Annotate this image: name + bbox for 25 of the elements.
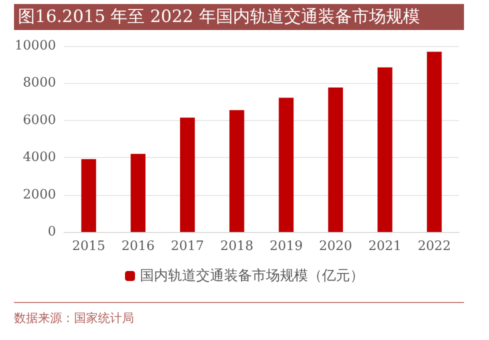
y-tick-label: 8000 [22, 76, 56, 91]
y-tick-label: 6000 [22, 112, 56, 128]
bar [81, 159, 96, 232]
bar [378, 67, 392, 232]
bar [229, 110, 244, 232]
x-tick-label: 2020 [319, 239, 352, 254]
x-tick-label: 2022 [418, 239, 451, 254]
x-tick-label: 2018 [220, 239, 254, 254]
x-tick-label: 2021 [368, 239, 402, 254]
bar [180, 118, 195, 232]
source-note: 数据来源：国家统计局 [14, 310, 134, 327]
bar [278, 98, 294, 232]
x-tick-label: 2016 [122, 239, 155, 254]
x-tick-label: 2015 [72, 239, 106, 254]
x-tick-label: 2019 [270, 239, 303, 254]
chart-title: 图16.2015 年至 2022 年国内轨道交通装备市场规模 [14, 4, 464, 30]
x-tick-label: 2017 [170, 239, 204, 254]
bar [328, 87, 343, 232]
y-tick-label: 0 [48, 224, 56, 240]
y-tick-label: 4000 [22, 150, 56, 166]
bar [130, 154, 146, 232]
legend-label: 国内轨道交通装备市场规模（亿元） [140, 268, 364, 284]
y-tick-label: 10000 [14, 38, 56, 54]
y-tick-label: 2000 [22, 187, 56, 202]
bar [426, 52, 442, 232]
